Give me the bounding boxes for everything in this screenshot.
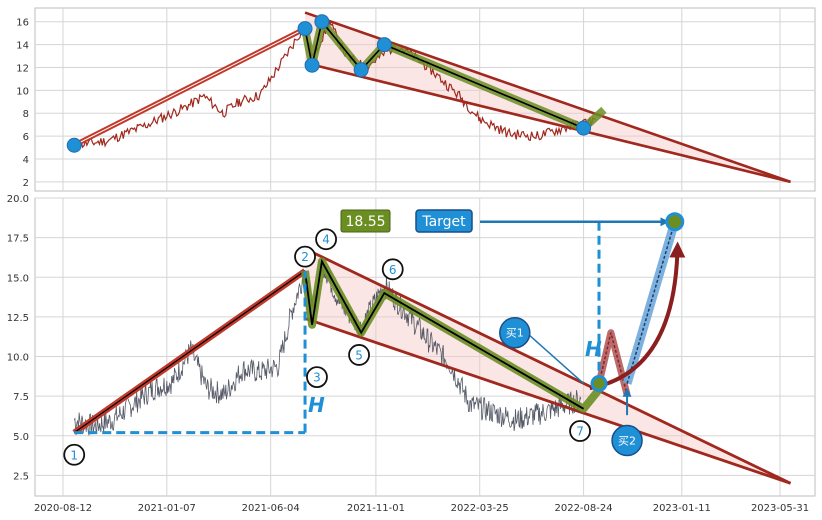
- point-label-circle: [294, 245, 316, 268]
- bottom-y-tick-label: 20.0: [7, 194, 29, 205]
- top-plot-frame: [34, 7, 816, 192]
- bottom-y-tick-label: 7.5: [13, 392, 29, 403]
- buy1-pointer: [528, 334, 585, 385]
- point-label-3: 3: [313, 371, 321, 385]
- point-label-circle: [63, 443, 86, 466]
- top-y-tick-label: 2: [23, 178, 29, 189]
- breakout-point-marker: [590, 374, 608, 392]
- bottom-y-tick-label: 17.5: [7, 234, 29, 245]
- x-tick-label: 2021-11-01: [347, 503, 405, 514]
- target-height-label: H: [585, 337, 602, 361]
- buy2-bubble: [611, 424, 643, 457]
- price-box: [340, 209, 391, 233]
- top-y-tick-label: 8: [23, 109, 29, 120]
- top-y-tick-label: 6: [23, 132, 29, 143]
- point-label-4: 4: [322, 233, 330, 247]
- buy2-label: 买2: [618, 435, 636, 448]
- bottom-rise-core: [73, 270, 306, 434]
- target-box: [415, 209, 473, 233]
- bottom-projection-dash: [598, 332, 628, 395]
- top-trendline-lower: [304, 61, 791, 184]
- point-label-circle: [569, 420, 591, 442]
- point-label-6: 6: [389, 263, 397, 277]
- top-y-tick-label: 16: [16, 18, 29, 29]
- top-y-tick-label: 14: [16, 41, 29, 52]
- point-label-circle: [306, 366, 328, 389]
- top-pivot-marker: [66, 137, 82, 153]
- bottom-y-tick-label: 5.0: [13, 432, 29, 443]
- x-tick-label: 2022-03-25: [451, 503, 509, 514]
- price-box-label: 18.55: [345, 214, 385, 230]
- point-label-1: 1: [70, 448, 78, 462]
- target-point-marker: [665, 212, 685, 232]
- bottom-y-tick-label: 2.5: [13, 471, 29, 482]
- top-pivot-marker: [576, 120, 592, 136]
- forecast-curved-arrow: [589, 241, 686, 391]
- x-tick-label: 2020-08-12: [34, 503, 92, 514]
- bottom-y-tick-label: 12.5: [7, 313, 29, 324]
- bottom-trendline-lower: [304, 317, 791, 485]
- top-y-tick-label: 4: [23, 155, 29, 166]
- top-rise-highlight: [73, 28, 306, 146]
- bottom-price-line: [73, 257, 582, 436]
- target-box-label: Target: [421, 214, 466, 230]
- x-tick-label: 2023-01-11: [653, 503, 711, 514]
- point-label-2: 2: [301, 250, 309, 264]
- bottom-trendline-upper: [304, 247, 792, 485]
- top-y-tick-label: 12: [16, 63, 29, 74]
- top-chart-panel: 2 4 6 8 10 12 14 16: [16, 7, 816, 192]
- buy1-label: 买1: [506, 327, 524, 340]
- top-pivot-marker: [376, 37, 392, 53]
- top-y-tick-label: 10: [16, 86, 29, 97]
- point-label-circle: [381, 258, 404, 281]
- bottom-y-tick-label: 15.0: [7, 273, 29, 284]
- top-pivot-marker: [353, 62, 369, 78]
- height-label: H: [308, 393, 325, 417]
- x-tick-label: 2021-06-04: [242, 503, 300, 514]
- top-pivot-marker: [304, 57, 320, 73]
- bottom-target-path-dash: [626, 221, 676, 384]
- bottom-y-tick-label: 10.0: [7, 353, 29, 364]
- bottom-pattern-core: [304, 258, 585, 410]
- top-price-line: [73, 20, 596, 150]
- point-label-circle: [348, 344, 370, 366]
- point-label-7: 7: [576, 425, 584, 439]
- top-pivot-marker: [297, 21, 313, 37]
- point-label-5: 5: [355, 348, 363, 362]
- x-tick-label: 2023-05-31: [751, 503, 809, 514]
- x-tick-label: 2022-08-24: [554, 503, 612, 514]
- bottom-chart-panel: 2.5 5.0 7.5 10.0 12.5 15.0 17.5 20.0 2020-08-12…: [7, 194, 816, 514]
- x-tick-label: 2021-01-07: [138, 503, 196, 514]
- point-label-circle: [315, 228, 337, 251]
- buy1-bubble: [499, 316, 531, 349]
- top-pivot-marker: [314, 14, 330, 30]
